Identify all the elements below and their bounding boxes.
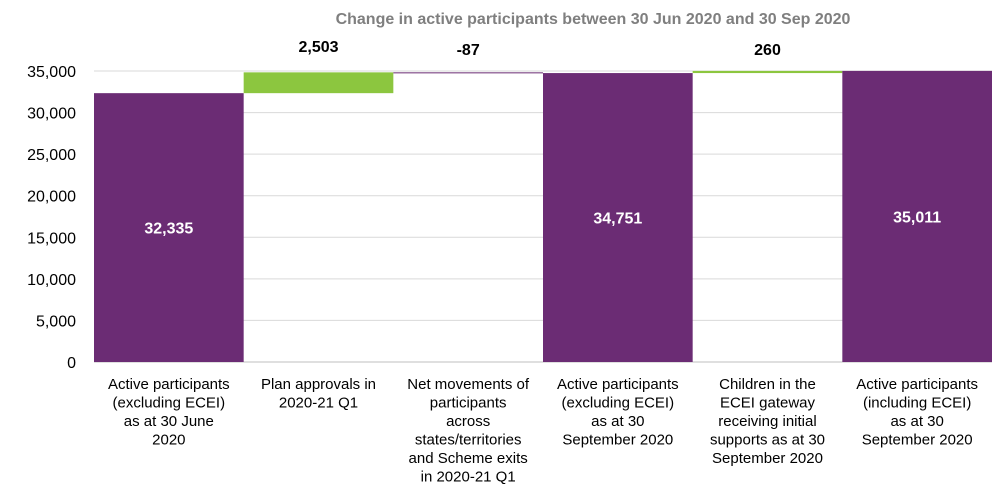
change-bar xyxy=(692,70,843,74)
y-tick-label: 35,000 xyxy=(27,64,76,81)
x-tick-label: ECEI gateway xyxy=(720,395,816,412)
x-tick-label: Plan approvals in xyxy=(261,376,376,393)
x-tick-label: Active participants xyxy=(856,376,978,393)
x-tick-label: as at 30 June xyxy=(124,413,214,430)
x-tick-label: September 2020 xyxy=(862,432,973,449)
y-tick-label: 10,000 xyxy=(27,272,76,289)
x-tick-label: participants xyxy=(430,395,507,412)
x-tick-label: September 2020 xyxy=(562,432,673,449)
total-bar xyxy=(543,73,693,363)
x-tick-label: in 2020-21 Q1 xyxy=(421,469,516,486)
y-tick-label: 30,000 xyxy=(27,106,76,123)
y-tick-label: 20,000 xyxy=(27,189,76,206)
x-tick-label: across xyxy=(446,413,490,430)
y-tick-label: 25,000 xyxy=(27,147,76,164)
total-bar xyxy=(94,93,244,363)
x-tick-label: 2020 xyxy=(152,432,185,449)
x-tick-label: and Scheme exits xyxy=(409,450,528,467)
data-label: 32,335 xyxy=(144,221,193,238)
x-tick-label: Children in the xyxy=(719,376,816,393)
x-tick-label: Net movements of xyxy=(407,376,530,393)
x-tick-label: Active participants xyxy=(108,376,230,393)
x-tick-label: as at 30 xyxy=(591,413,644,430)
y-tick-label: 15,000 xyxy=(27,230,76,247)
y-tick-label: 0 xyxy=(67,355,76,372)
data-label: 34,751 xyxy=(593,211,642,228)
change-bar xyxy=(393,72,543,74)
x-tick-label: September 2020 xyxy=(712,450,823,467)
data-label: 35,011 xyxy=(893,209,941,226)
chart-title: Change in active participants between 30… xyxy=(336,11,851,28)
y-tick-label: 5,000 xyxy=(36,313,76,330)
data-label: 260 xyxy=(754,42,781,59)
x-tick-label: (including ECEI) xyxy=(863,395,971,412)
x-tick-label: (excluding ECEI) xyxy=(562,395,675,412)
x-tick-label: states/territories xyxy=(415,432,522,449)
data-label: 2,503 xyxy=(298,39,338,56)
x-tick-label: Active participants xyxy=(557,376,679,393)
total-bar xyxy=(842,70,992,363)
x-tick-label: (excluding ECEI) xyxy=(113,395,226,412)
x-tick-label: as at 30 xyxy=(890,413,943,430)
data-label: -87 xyxy=(457,42,480,59)
x-tick-label: supports as at 30 xyxy=(710,432,825,449)
change-bar xyxy=(243,72,394,94)
x-tick-label: receiving initial xyxy=(718,413,816,430)
x-tick-label: 2020-21 Q1 xyxy=(279,395,358,412)
